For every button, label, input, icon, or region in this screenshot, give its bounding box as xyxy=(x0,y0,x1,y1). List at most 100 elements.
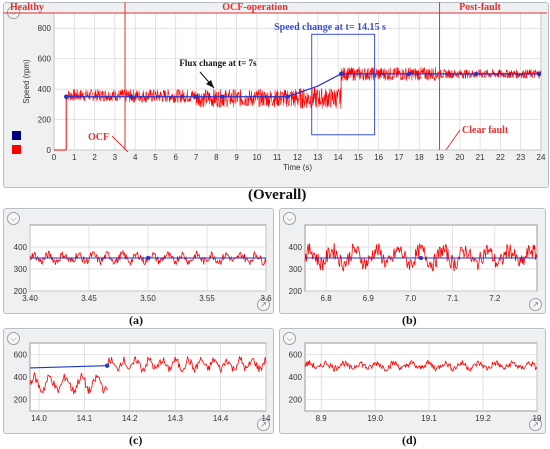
chart-c-ytick-label: 200 xyxy=(14,396,28,405)
overall-xlabel: Time (s) xyxy=(283,163,312,172)
speed-change-box xyxy=(311,33,376,136)
overall-xtick-label: 1 xyxy=(72,153,77,162)
overall-xtick-label: 14 xyxy=(334,153,343,162)
chart-b-ytick-label: 200 xyxy=(289,287,303,296)
reference-marker xyxy=(193,94,199,99)
clear-fault-arrow xyxy=(445,129,461,151)
overall-xtick-label: 5 xyxy=(153,153,158,162)
region-label-post-fault: Post-fault xyxy=(459,2,501,13)
overall-chart: 0 1 2 3 4 5 6 7 8 9 10 11 12 13 14 15 16 17 18 19 20 21 22 23 24… xyxy=(3,2,547,172)
chevron-down-icon[interactable]: ⌵ xyxy=(7,212,20,225)
reference-marker xyxy=(406,71,412,77)
chart-b-reference-marker xyxy=(419,256,423,260)
reference-marker xyxy=(128,94,134,99)
overall-ytick-label: 800 xyxy=(38,24,52,33)
caption-b: (b) xyxy=(402,313,417,327)
overall-ytick-label: 200 xyxy=(38,116,52,125)
chart-c-xtick-label: 14.2 xyxy=(122,414,138,423)
annotation-ocf: OCF xyxy=(88,132,109,143)
overall-ylabel: Speed (rpm) xyxy=(22,59,31,104)
chevron-down-icon[interactable]: ⌵ xyxy=(283,332,296,345)
chart-d-xtick-label: 19.2 xyxy=(475,414,491,423)
expand-icon[interactable]: ↗ xyxy=(257,298,270,311)
chart-d-xtick-label: 8.9 xyxy=(316,414,328,423)
expand-icon[interactable]: ↗ xyxy=(529,298,542,311)
chart-a-xtick-label: 3.6 xyxy=(260,294,272,303)
expand-icon[interactable]: ↗ xyxy=(257,418,270,431)
overall-xtick-label: 21 xyxy=(476,153,485,162)
chart-d-ytick-label: 200 xyxy=(289,396,303,405)
chart-a-ytick-label: 400 xyxy=(14,243,28,252)
chart-c-xtick-label: 14 xyxy=(262,414,271,423)
chart-d-ytick-label: 600 xyxy=(289,350,303,359)
overall-xtick-label: 10 xyxy=(252,153,261,162)
overall-xtick-label: 13 xyxy=(313,153,322,162)
chart-b-xtick-label: 6.8 xyxy=(321,294,333,303)
chart-b-xtick-label: 7.0 xyxy=(405,294,417,303)
actual-speed-line xyxy=(195,89,288,108)
overall-xtick-label: 3 xyxy=(113,153,118,162)
chevron-down-icon[interactable]: ⌵ xyxy=(7,332,20,345)
chart-c-xtick-label: 14.4 xyxy=(213,414,229,423)
chart-b-ytick-label: 300 xyxy=(289,265,303,274)
actual-speed-line xyxy=(340,66,440,81)
overall-xtick-label: 4 xyxy=(133,153,138,162)
region-label-healthy: Healthy xyxy=(10,2,44,13)
ocf-arrow xyxy=(111,135,129,153)
reference-marker xyxy=(220,94,225,99)
chart-b-ytick-label: 400 xyxy=(289,243,303,252)
reference-marker xyxy=(63,94,69,99)
annotation-speed-change: Speed change at t= 14.15 s xyxy=(274,22,386,33)
chart-d-ytick-label: 400 xyxy=(289,373,303,382)
region-label-ocf-operation: OCF-operation xyxy=(222,2,288,13)
chart-d-actual-speed xyxy=(304,359,538,373)
chart-a-xtick-label: 3.45 xyxy=(81,294,97,303)
overall-xtick-label: 2 xyxy=(92,153,97,162)
chart-c-actual-speed xyxy=(29,371,108,395)
reference-marker xyxy=(285,94,290,99)
actual-speed-line xyxy=(287,87,342,109)
legend-swatch-2 xyxy=(12,145,21,154)
reference-marker xyxy=(473,71,479,77)
overall-xtick-label: 15 xyxy=(354,153,363,162)
overall-xtick-label: 17 xyxy=(395,153,404,162)
chart-d-xtick-label: 19 xyxy=(533,414,542,423)
overall-xtick-label: 12 xyxy=(293,153,302,162)
chart-a-reference-marker xyxy=(146,256,150,260)
chart-a-xtick-label: 3.40 xyxy=(22,294,38,303)
expand-icon[interactable]: ↗ xyxy=(529,418,542,431)
overall-xtick-label: 6 xyxy=(174,153,179,162)
caption-a: (a) xyxy=(129,313,143,327)
overall-xtick-label: 7 xyxy=(194,153,199,162)
chart-c-xtick-label: 14.0 xyxy=(31,414,47,423)
overall-ytick-label: 600 xyxy=(38,55,52,64)
actual-speed-line xyxy=(65,88,126,102)
overall-xtick-label: 9 xyxy=(234,153,239,162)
chart-c-ytick-label: 600 xyxy=(14,350,28,359)
reference-speed-line xyxy=(66,73,541,98)
annotation-clear-fault: Clear fault xyxy=(462,125,509,136)
chart-d-xtick-label: 19.0 xyxy=(367,414,383,423)
overall-ytick-label: 0 xyxy=(47,146,52,155)
caption-d: (d) xyxy=(402,433,417,447)
overall-xtick-label: 18 xyxy=(415,153,424,162)
overall-xtick-label: 11 xyxy=(273,153,282,162)
overall-xtick-label: 8 xyxy=(214,153,219,162)
overall-xtick-label: 23 xyxy=(516,153,525,162)
chart-a-xtick-label: 3.50 xyxy=(140,294,156,303)
overall-xtick-label: 20 xyxy=(455,153,464,162)
chart-a-xtick-label: 3.55 xyxy=(199,294,215,303)
overall-xtick-label: 16 xyxy=(374,153,383,162)
chart-c-reference-marker xyxy=(104,363,110,368)
annotation-flux-change: Flux change at t= 7s xyxy=(179,58,257,68)
reference-marker xyxy=(338,71,344,77)
caption-overall: (Overall) xyxy=(248,187,307,203)
actual-speed-line xyxy=(124,89,197,104)
reference-marker xyxy=(536,71,542,77)
chart-b-actual-speed xyxy=(304,243,538,272)
legend-swatch-1 xyxy=(12,131,21,140)
chart-a-ytick-label: 200 xyxy=(14,287,28,296)
chevron-down-icon[interactable]: ⌵ xyxy=(283,212,296,225)
overall-xtick-label: 22 xyxy=(496,153,505,162)
